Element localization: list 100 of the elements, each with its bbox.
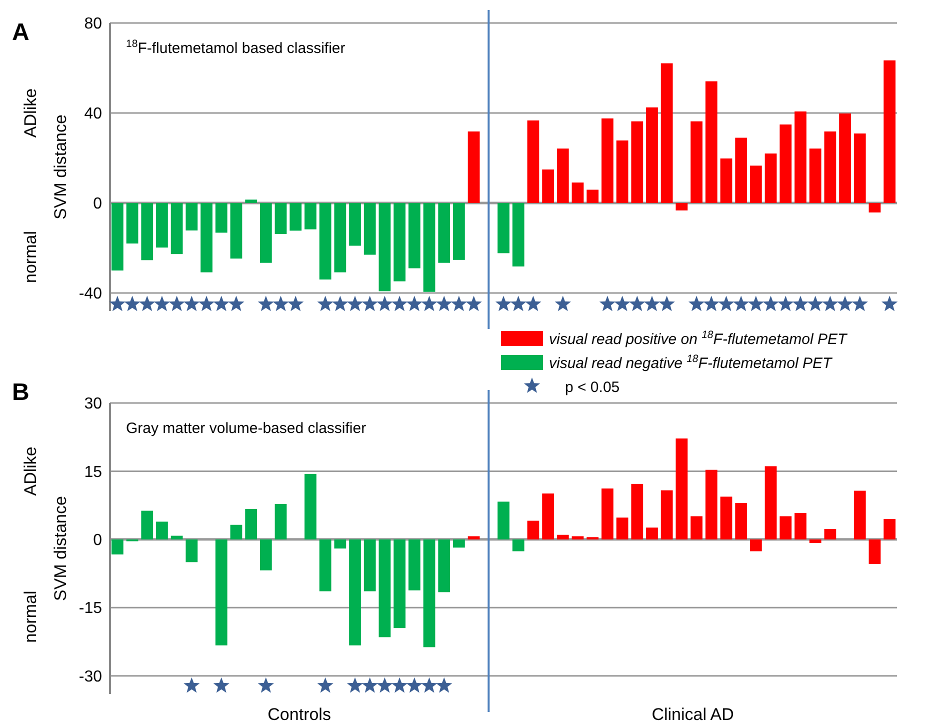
bar: [186, 203, 198, 230]
bar: [542, 493, 554, 540]
bar: [854, 490, 866, 540]
bar: [423, 539, 436, 648]
bar: [527, 520, 540, 540]
bar: [690, 121, 702, 203]
bar: [705, 81, 718, 203]
bar: [468, 131, 480, 203]
bar: [690, 516, 702, 540]
bar: [646, 528, 658, 540]
text: ADlike: [21, 88, 40, 138]
bar: [854, 133, 866, 203]
bar: [735, 503, 748, 540]
text: B: [12, 379, 30, 406]
bar: [527, 120, 540, 203]
text: Controls: [268, 705, 331, 723]
bar: [141, 203, 154, 260]
bar: [512, 539, 524, 552]
bar: [245, 200, 258, 203]
legend-label: visual read positive on $^{18}$F-flutemetamol PET: [549, 329, 848, 348]
bar: [794, 111, 806, 203]
bar: [839, 113, 851, 203]
bar: [720, 158, 732, 203]
bar: [215, 203, 228, 233]
bar: [378, 203, 391, 292]
y-tick-label: -30: [78, 668, 102, 686]
text: ADlike: [21, 446, 40, 496]
bar: [334, 539, 346, 548]
bar: [378, 539, 391, 638]
bar: [260, 539, 272, 570]
bar: [453, 539, 465, 548]
bar: [111, 203, 124, 270]
bar: [676, 438, 688, 540]
bar: [156, 203, 168, 248]
text: normal: [21, 590, 40, 643]
bar: [660, 63, 673, 203]
bar: [572, 536, 584, 540]
bar: [884, 60, 896, 203]
y-tick-label: 0: [93, 532, 102, 550]
bar: [126, 203, 138, 244]
bar: [631, 484, 644, 540]
bar: [408, 539, 420, 590]
legend-label: p < 0.05: [565, 379, 620, 396]
bar: [304, 474, 316, 540]
bar: [824, 528, 836, 540]
bar: [274, 203, 287, 234]
bar: [705, 470, 718, 540]
text: $^{18}$F-flutemetamol based classifier: [126, 38, 346, 57]
bar: [230, 203, 242, 259]
bar: [394, 539, 406, 628]
bar: [542, 169, 554, 203]
legend-label: visual read negative $^{18}$F-flutemetamol PET: [549, 353, 834, 372]
bar: [512, 203, 524, 266]
bar: [556, 534, 569, 540]
y-tick-label: 40: [84, 106, 102, 123]
bar: [780, 516, 792, 540]
bar: [602, 488, 614, 540]
bar: [468, 536, 480, 540]
bar: [394, 203, 406, 282]
y-tick-label: 0: [93, 196, 102, 213]
bar: [334, 203, 346, 272]
bar: [304, 203, 316, 230]
bar: [720, 496, 732, 540]
bar: [764, 154, 777, 203]
y-tick-label: 30: [84, 396, 102, 413]
bar: [200, 203, 212, 272]
bar: [408, 203, 420, 268]
bar: [602, 118, 614, 203]
bar: [884, 518, 896, 540]
bar: [274, 504, 287, 540]
bar: [868, 539, 881, 564]
bar: [170, 203, 183, 254]
bar: [735, 138, 748, 203]
text: Gray matter volume-based classifier: [126, 420, 366, 437]
bar: [809, 539, 822, 544]
bar: [498, 502, 510, 540]
bar: [245, 508, 258, 540]
bar: [616, 518, 628, 540]
bar: [364, 203, 376, 255]
bar: [349, 203, 361, 246]
bar: [141, 510, 154, 540]
y-tick-label: 15: [84, 464, 102, 481]
y-axis-title: SVM distance: [51, 114, 70, 220]
bar: [453, 203, 465, 260]
bar: [868, 203, 881, 212]
bar: [230, 524, 242, 540]
bar: [572, 182, 584, 203]
bar: [423, 203, 436, 292]
y-tick-label: -40: [78, 286, 102, 303]
bar: [319, 539, 332, 592]
bar: [349, 539, 361, 646]
bar: [794, 513, 806, 540]
bar: [364, 539, 376, 592]
bar: [676, 203, 688, 210]
y-axis-title: SVM distance: [51, 496, 70, 601]
bar: [556, 148, 569, 203]
y-tick-label: -15: [78, 600, 102, 618]
bar: [660, 490, 673, 540]
bar: [170, 536, 183, 540]
bar: [290, 203, 302, 231]
